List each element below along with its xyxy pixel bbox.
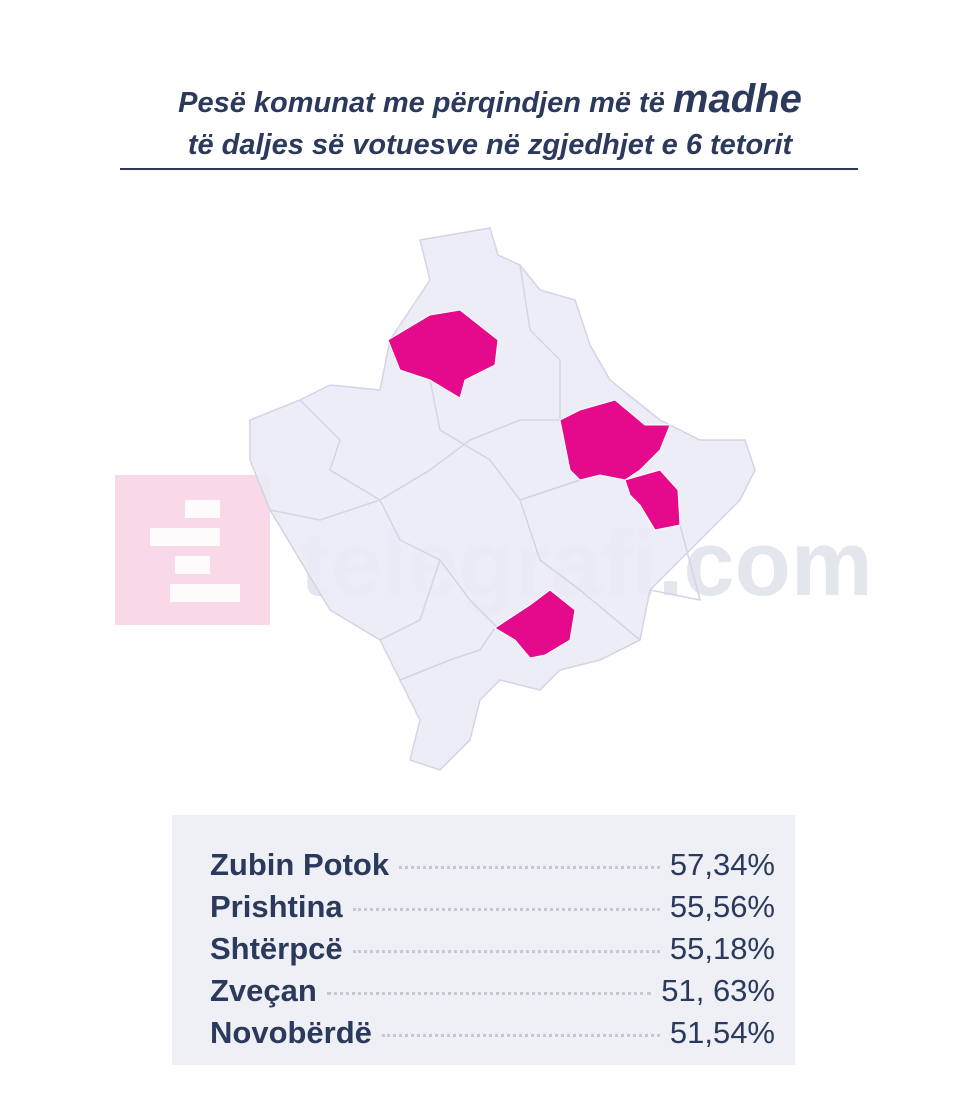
title-text: Pesë komunat me përqindjen më të (178, 87, 665, 119)
title-rule (120, 168, 858, 170)
table-row: Zveçan 51, 63% (210, 973, 775, 1013)
map: telegrafi.com (115, 227, 873, 771)
title-emphasis: madhe (672, 77, 802, 121)
watermark-logo-mark (150, 500, 240, 602)
dot-leader (326, 992, 652, 995)
turnout-percent: 55,18% (669, 931, 775, 966)
title: Pesë komunat me përqindjen më të madhe t… (0, 78, 980, 166)
highlighted-municipalities (387, 309, 681, 659)
table-row: Zubin Potok 57,34% (210, 847, 775, 887)
dot-leader (352, 908, 660, 911)
table-row: Prishtina 55,56% (210, 889, 775, 929)
table-row: Shtërpcë 55,18% (210, 931, 775, 971)
title-line: Pesë komunat me përqindjen më të madhe (0, 78, 980, 124)
watermark-logo (115, 475, 270, 625)
municipality-borders (269, 264, 702, 681)
dot-leader (399, 866, 660, 869)
municipality-name: Zveçan (210, 973, 317, 1008)
results-table: Zubin Potok 57,34% Prishtina 55,56% Shtërpcë… (172, 815, 795, 1065)
municipality-name: Novobërdë (210, 1015, 372, 1050)
municipality-name: Prishtina (210, 889, 343, 924)
region-outline (249, 227, 756, 771)
turnout-percent: 51,54% (669, 1015, 775, 1050)
title-text: të daljes së votuesve në zgjedhjet e 6 t… (187, 129, 793, 161)
turnout-percent: 55,56% (669, 889, 775, 924)
municipality-name: Zubin Potok (210, 847, 390, 882)
turnout-percent: 51, 63% (661, 973, 775, 1008)
dot-leader (381, 1034, 660, 1037)
turnout-percent: 57,34% (669, 847, 775, 882)
table-row: Novobërdë 51,54% (210, 1015, 775, 1055)
municipality-name: Shtërpcë (210, 931, 343, 966)
dot-leader (352, 950, 660, 953)
